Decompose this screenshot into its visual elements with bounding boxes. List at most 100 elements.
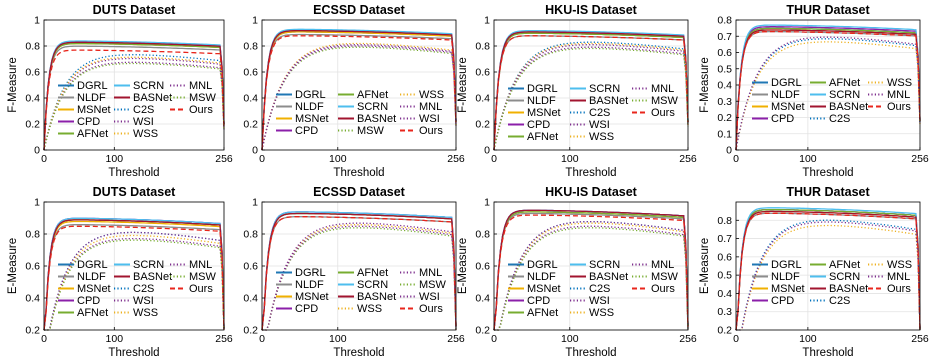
- y-tick-label: 0: [726, 145, 732, 157]
- series-line-basnet: [43, 41, 225, 151]
- series-line-basnet: [493, 31, 689, 151]
- series-line-nldf: [261, 33, 457, 151]
- legend-label-cpd: CPD: [295, 303, 318, 315]
- x-tick-label: 100: [799, 153, 817, 165]
- series-line-afnet: [43, 42, 225, 151]
- legend-label-afnet: AFNet: [829, 259, 860, 271]
- y-axis-label: E-Measure: [7, 238, 19, 294]
- legend-label-dgrl: DGRL: [77, 80, 108, 92]
- legend-label-wss: WSS: [133, 307, 158, 319]
- legend-label-ours: Ours: [189, 104, 213, 116]
- series-line-afnet: [493, 32, 689, 151]
- legend-label-scrn: SCRN: [829, 89, 860, 101]
- y-tick-label: 0.8: [475, 229, 490, 241]
- y-tick-label: 1: [34, 197, 40, 209]
- legend-label-scrn: SCRN: [133, 80, 164, 92]
- legend-label-msw: MSW: [357, 125, 385, 137]
- legend-label-basnet: BASNet: [829, 283, 868, 295]
- legend-label-ours: Ours: [651, 107, 675, 119]
- series-line-msw: [494, 227, 689, 331]
- y-tick-label: 0: [252, 145, 258, 157]
- series-line-scrn: [735, 207, 921, 331]
- series-line-ours: [493, 214, 689, 331]
- legend-label-basnet: BASNet: [589, 95, 628, 107]
- legend-label-dgrl: DGRL: [77, 259, 108, 271]
- y-tick-label: 0.4: [475, 93, 490, 105]
- y-tick-label: 0.8: [243, 229, 258, 241]
- legend-label-ours: Ours: [419, 125, 443, 137]
- y-tick-label: 0.5: [717, 270, 732, 282]
- legend-label-dgrl: DGRL: [295, 89, 326, 101]
- x-tick-label: 256: [679, 153, 697, 165]
- legend-label-ours: Ours: [189, 283, 213, 295]
- legend-label-basnet: BASNet: [357, 113, 396, 125]
- x-tick-label: 100: [106, 153, 124, 165]
- y-tick-label: 0.6: [25, 67, 40, 79]
- y-tick-label: 0.2: [475, 325, 490, 337]
- legend-label-ours: Ours: [419, 303, 443, 315]
- series-line-scrn: [735, 24, 921, 151]
- y-tick-label: 0.2: [717, 112, 732, 124]
- legend-label-afnet: AFNet: [829, 77, 860, 89]
- legend-label-cpd: CPD: [527, 119, 550, 131]
- legend-label-nldf: NLDF: [527, 271, 556, 283]
- x-tick-label: 0: [733, 333, 739, 345]
- y-tick-label: 1: [252, 197, 258, 209]
- legend-label-c2s: C2S: [133, 283, 154, 295]
- y-tick-label: 0.4: [25, 293, 40, 305]
- series-line-wss: [736, 224, 921, 331]
- x-tick-label: 100: [329, 153, 347, 165]
- legend-label-nldf: NLDF: [527, 95, 556, 107]
- axes-frame: [493, 19, 689, 151]
- legend-label-dgrl: DGRL: [771, 259, 802, 271]
- axes-frame: [43, 19, 225, 151]
- y-tick-label: 0.4: [717, 80, 732, 92]
- y-tick-label: 0.8: [717, 15, 732, 27]
- y-tick-label: 0.4: [243, 93, 258, 105]
- series-line-wsi: [43, 57, 225, 151]
- x-axis-label: Threshold: [108, 167, 159, 179]
- legend-label-msnet: MSNet: [77, 283, 111, 295]
- legend-label-wsi: WSI: [589, 119, 610, 131]
- x-tick-label: 0: [491, 333, 497, 345]
- legend-label-wsi: WSI: [589, 295, 610, 307]
- y-tick-label: 0.6: [717, 251, 732, 263]
- chart-title: DUTS Dataset: [93, 185, 176, 199]
- series-line-basnet: [735, 210, 921, 331]
- series-line-msnet: [261, 31, 457, 151]
- panel-7: 0.2 0.4 0.6 0.8 1 0 100 256 HKU-IS Dataset Thresh…: [457, 185, 697, 359]
- legend-label-nldf: NLDF: [295, 101, 324, 113]
- y-tick-label: 0.6: [475, 67, 490, 79]
- y-tick-label: 1: [34, 15, 40, 27]
- y-tick-label: 0.2: [25, 119, 40, 131]
- x-axis-label: Threshold: [333, 167, 384, 179]
- legend-label-mnl: MNL: [189, 259, 212, 271]
- x-tick-label: 256: [911, 333, 929, 345]
- y-tick-label: 0.8: [25, 229, 40, 241]
- x-tick-label: 256: [911, 153, 929, 165]
- chart-title: ECSSD Dataset: [313, 185, 406, 199]
- series-line-scrn: [43, 217, 225, 331]
- legend-label-ours: Ours: [887, 101, 911, 113]
- y-tick-label: 0.2: [717, 325, 732, 337]
- series-line-ours: [735, 30, 921, 151]
- x-tick-label: 100: [329, 333, 347, 345]
- legend-label-msw: MSW: [189, 271, 217, 283]
- y-tick-label: 0.7: [717, 233, 732, 245]
- series-line-wsi: [493, 46, 689, 151]
- legend-label-mnl: MNL: [189, 80, 212, 92]
- series-line-mnl: [494, 220, 689, 331]
- legend-label-ours: Ours: [887, 283, 911, 295]
- x-tick-label: 100: [561, 333, 579, 345]
- y-tick-label: 0.2: [243, 325, 258, 337]
- panel-1: 0 0.2 0.4 0.6 0.8 1 0 100 256 DUTS Dataset Thresho…: [7, 3, 233, 179]
- series-line-wsi: [44, 237, 225, 331]
- legend-label-wss: WSS: [133, 128, 158, 140]
- legend-label-mnl: MNL: [419, 267, 442, 279]
- y-tick-label: 1: [484, 15, 490, 27]
- chart-title: THUR Dataset: [786, 3, 870, 17]
- legend-label-nldf: NLDF: [77, 271, 106, 283]
